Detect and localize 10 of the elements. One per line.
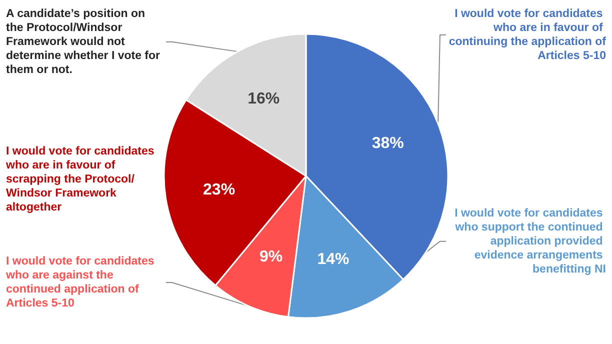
slice-label: I would vote for candidates who support the continued application provided evidence arrangements benefitting NI [454, 207, 606, 276]
slice-label: A candidate’s position on the Protocol/Windsor Framework would not determine whether I vote for them or not. [6, 8, 164, 76]
data-label: 23% [203, 181, 236, 198]
data-label: 38% [372, 135, 404, 152]
data-label: 9% [259, 248, 283, 266]
data-label: 16% [248, 90, 280, 108]
slice-label: I would vote for candidates who are in favour of scrapping the Protocol/Windsor Framework altogether [5, 145, 158, 214]
slice-label: I would vote for candidates who are in favour of continuing the application of Articles 5-10 [448, 8, 606, 62]
data-label: 14% [317, 251, 350, 268]
slice-label: I would vote for candidates who are against the continued application of Articles 5-10 [5, 256, 158, 310]
